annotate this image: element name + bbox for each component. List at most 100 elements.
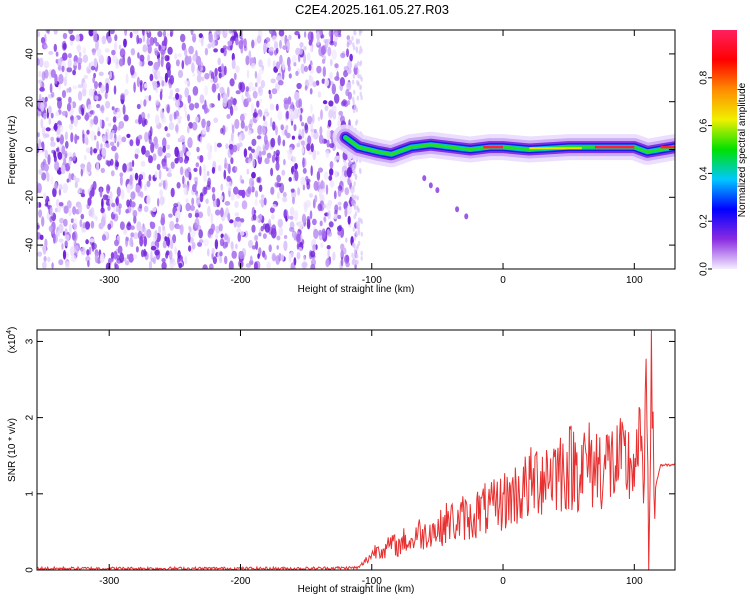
noise-speckle [138, 60, 143, 67]
noise-speckle [109, 191, 113, 200]
x-tick-label: -200 [230, 275, 250, 286]
noise-speckle [43, 44, 48, 49]
noise-speckle [316, 31, 320, 41]
noise-speckle [233, 72, 237, 81]
noise-speckle [258, 59, 263, 68]
noise-speckle [83, 155, 87, 160]
noise-speckle [263, 120, 268, 127]
noise-speckle [50, 69, 56, 78]
noise-speckle [61, 65, 65, 73]
noise-speckle [212, 75, 218, 84]
noise-speckle [227, 212, 231, 222]
noise-speckle [115, 198, 118, 204]
noise-speckle [149, 221, 156, 230]
noise-speckle [240, 231, 245, 236]
noise-speckle [224, 157, 227, 168]
noise-speckle [42, 261, 47, 269]
noise-speckle [61, 145, 66, 155]
noise-speckle [64, 234, 70, 241]
noise-speckle [58, 73, 64, 85]
noise-speckle [325, 258, 330, 268]
noise-speckle [184, 87, 189, 98]
noise-speckle [168, 250, 173, 260]
noise-speckle [166, 107, 170, 113]
noise-speckle [58, 259, 64, 266]
noise-speckle [189, 205, 195, 211]
noise-speckle [102, 135, 107, 143]
noise-speckle [285, 124, 289, 130]
noise-speckle [304, 65, 308, 72]
noise-speckle [96, 140, 99, 151]
noise-speckle [204, 47, 209, 56]
noise-speckle [234, 118, 240, 130]
noise-speckle [94, 135, 97, 141]
noise-speckle [320, 45, 326, 56]
noise-speckle [238, 40, 244, 50]
noise-speckle [64, 240, 69, 247]
noise-speckle [300, 63, 305, 74]
noise-speckle [353, 248, 357, 254]
noise-speckle [258, 232, 262, 237]
noise-speckle [282, 45, 288, 50]
noise-speckle [93, 58, 98, 68]
noise-speckle [118, 206, 121, 216]
noise-speckle [90, 220, 95, 229]
noise-speckle [89, 238, 95, 243]
noise-speckle [87, 104, 92, 112]
noise-speckle [85, 239, 89, 245]
snr-panel: -300 -200 -100 0 100 0 1 2 3 Height of straight … [6, 327, 676, 595]
noise-speckle [338, 110, 344, 117]
noise-speckle [217, 57, 221, 66]
noise-speckle [238, 189, 244, 196]
noise-speckle [154, 249, 160, 256]
noise-speckle [95, 39, 99, 51]
noise-speckle [234, 200, 239, 209]
noise-speckle [344, 208, 348, 218]
noise-speckle [191, 197, 195, 206]
noise-speckle [73, 218, 78, 230]
noise-speckle [339, 77, 345, 87]
noise-speckle [64, 150, 68, 159]
noise-speckle [288, 34, 292, 40]
noise-speckle [37, 132, 40, 138]
noise-speckle [54, 207, 59, 213]
noise-speckle [130, 191, 136, 200]
noise-speckle [90, 61, 94, 68]
noise-speckle [169, 220, 175, 231]
noise-speckle [312, 149, 317, 161]
noise-speckle [302, 157, 305, 169]
noise-speckle [273, 150, 276, 157]
noise-speckle [67, 58, 72, 69]
noise-speckle [301, 122, 305, 127]
noise-speckle [240, 113, 245, 122]
noise-speckle [199, 155, 204, 163]
noise-speckle [263, 134, 268, 145]
noise-speckle [44, 133, 50, 138]
noise-speckle [196, 74, 202, 83]
noise-speckle [132, 73, 137, 79]
noise-speckle [251, 39, 255, 49]
noise-speckle [337, 225, 342, 232]
noise-speckle [48, 200, 51, 206]
noise-speckle [226, 162, 229, 171]
colorbar-tick-label: 0.4 [699, 166, 710, 180]
noise-speckle [203, 238, 209, 247]
noise-speckle [357, 73, 360, 79]
noise-speckle [303, 255, 307, 264]
noise-speckle [340, 256, 344, 267]
noise-speckle [119, 252, 124, 263]
noise-speckle [357, 240, 361, 246]
noise-speckle [190, 30, 194, 36]
noise-speckle [77, 57, 83, 65]
noise-speckle [58, 238, 64, 243]
noise-speckle [326, 129, 331, 140]
noise-speckle [238, 134, 242, 142]
noise-speckle [61, 110, 68, 117]
noise-speckle [306, 143, 311, 152]
noise-speckle [237, 232, 242, 242]
noise-speckle [89, 190, 93, 200]
noise-speckle [282, 191, 287, 198]
snr-frame [36, 329, 676, 571]
noise-speckle [41, 172, 47, 181]
noise-speckle [199, 165, 202, 176]
